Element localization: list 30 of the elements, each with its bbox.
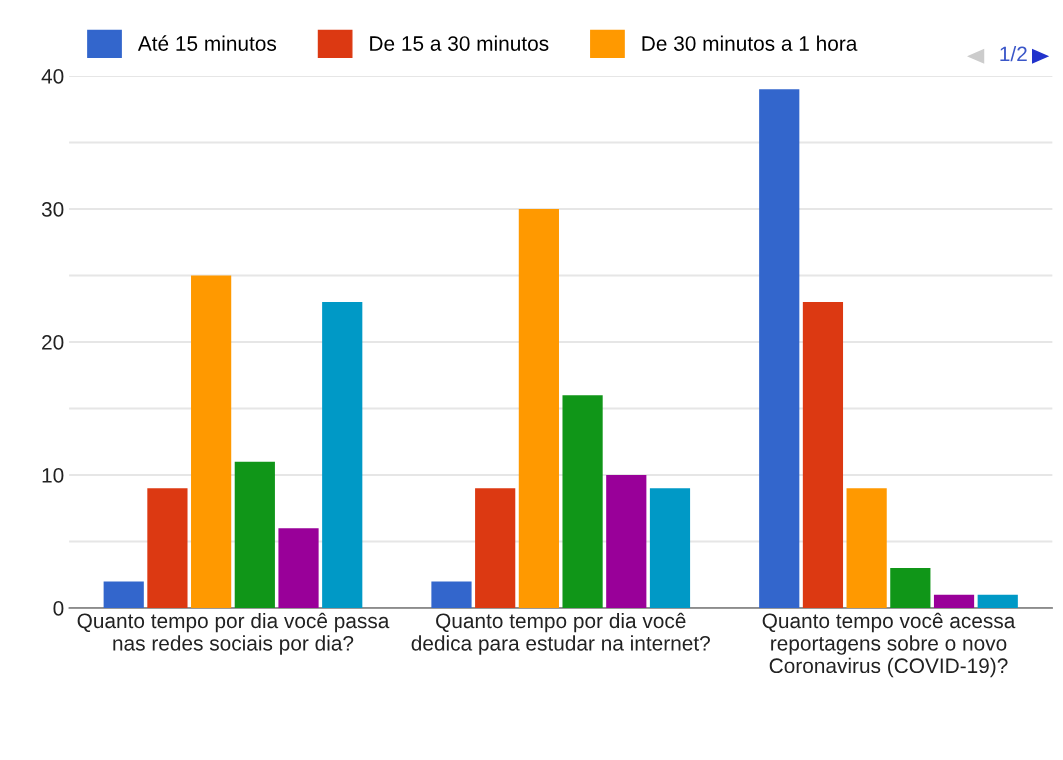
legend-label: De 15 a 30 minutos [370,35,549,51]
bar [322,302,363,608]
legend-label: Até 15 minutos [137,35,277,51]
bar [562,395,603,608]
bar [103,581,144,608]
bar [431,581,472,608]
x-tick-label: Quanto tempo você acessa reportagens sobre o novo Coronavirus (COVID-19)? [762,612,1016,678]
text: 1/2 [1000,45,1027,62]
bar [606,475,647,608]
bar [846,488,887,608]
y-tick-label: 30 [41,202,64,217]
bar [234,461,275,608]
x-tick-label: Quanto tempo por dia você passa nas redes sociais por dia? [77,612,390,655]
bar [649,488,691,608]
y-tick-label: 10 [42,468,64,483]
bar [802,302,844,608]
legend-label: De 30 minutos a 1 hora [642,35,858,51]
bar [759,89,800,608]
bar [191,275,232,608]
bar [890,568,931,608]
x-tick-label: Quanto tempo por dia você dedica para estudar na internet? [411,612,710,655]
bar [475,488,516,608]
y-tick-label: 20 [42,335,64,350]
bar [147,488,188,608]
bar [518,209,559,608]
bar [933,594,975,608]
bar [977,594,1018,608]
y-tick-label: 40 [41,69,64,84]
y-tick-label: 0 [53,601,64,616]
bar [278,528,319,608]
